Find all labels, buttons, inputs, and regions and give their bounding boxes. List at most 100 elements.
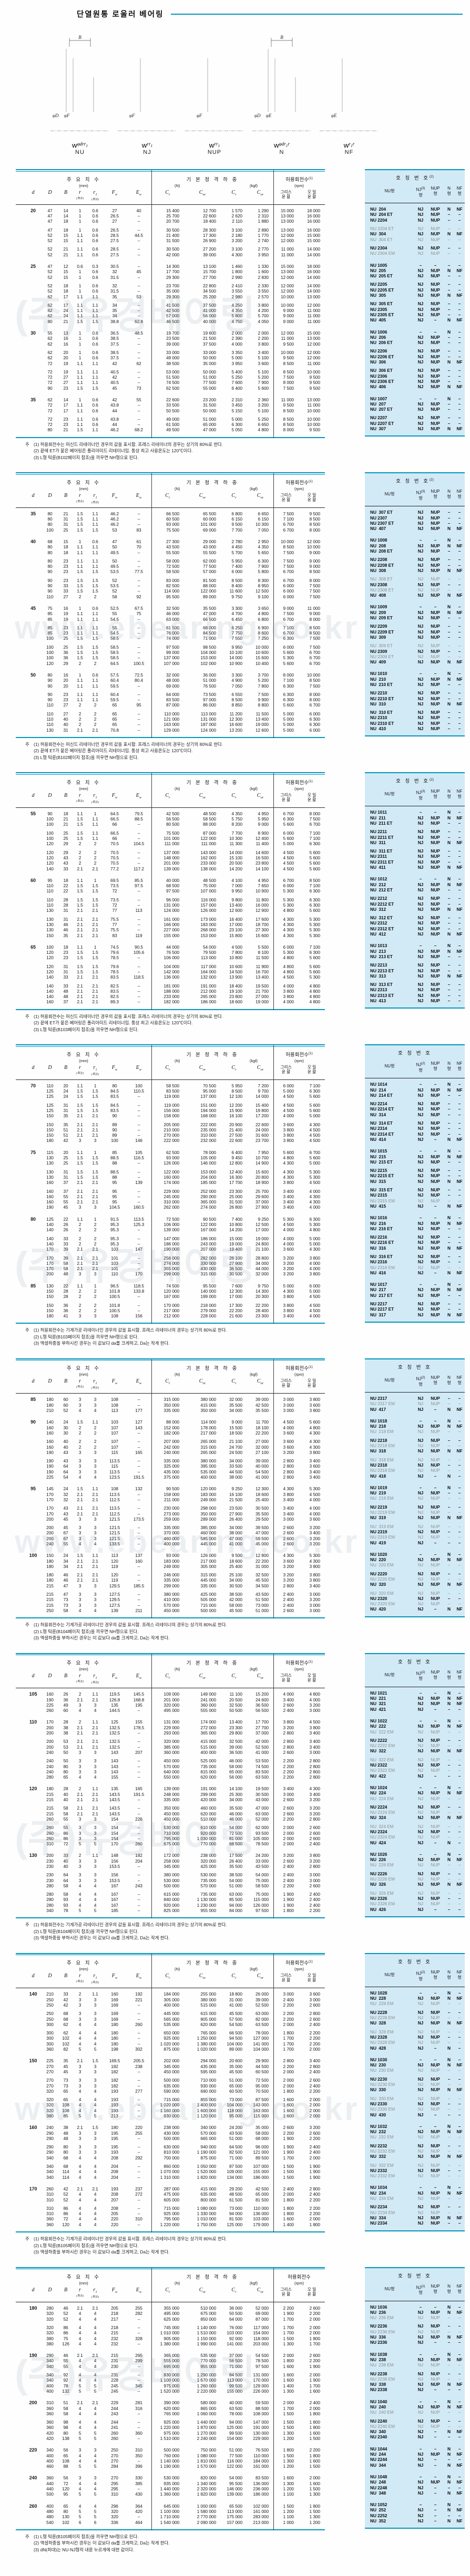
designation-row: NU 1016– – N – [365,1215,465,1220]
bearing-designation: NU 207 ET [370,407,393,412]
table-row: 280 58 4 4 167 243 500 000 570 000 51 000 58 500 2… [46,1883,320,1888]
designation-row: NU 319 NJ NUP N NF [365,1515,465,1520]
table-row: 420 80 5 5 260 360 975 000 1 270 000 99 500 130 0… [46,2430,320,2436]
bearing-designation: NU 221 [370,1696,386,1701]
footnotes: 주 (1) 허용회전수는 기계가공 리테이너인 경우의 값을 표시함. 프레스 리… [25,1922,227,1941]
table-row: 200 38 2.1 2.1 132.5 178.5 229 000 272 000 23 30… [46,1725,320,1730]
bearing-designation: NU 2324 EM [370,1834,395,1840]
designation-row: NU 212 ET NJ NUP – – [365,887,465,892]
designation-row: NU 1009– – N – [365,604,465,609]
table-header-groups: 주 요 치 수 (mm) 기 본 정 격 하 중 (N) (kgf) 허용회전수(1) (r… [67,1960,313,1972]
designation-row: NU 344 NJ – N NF [365,2463,465,2468]
designation-row: NU 428 NJ – N – [365,2045,465,2051]
bore-group-d75: 75 115 20 1.1 1 85 105 62 500 78 000 6 400 7 950 5 … [16,1150,325,1210]
designation-row: NU 422 NJ – – – [365,1773,465,1779]
bearing-designation: NU 334 [370,2215,386,2220]
bearing-designation: NU 411 [370,865,386,870]
bearing-designation: NU 240 [370,2404,386,2409]
table-row: 130 31 2.1 2.1 75.5–161 000 173 000 16 400 17 6… [46,916,320,922]
bearing-designation: NU 2217 [370,1301,387,1307]
bearing-designation: NU 1017 [370,1282,387,1287]
table-row: 47 18 1 0.6 26.5–30 500 28 300 3 100 2 890 13 00… [47,227,320,233]
bearing-designation: NU 318 [370,1448,386,1454]
table-row: 72 23 1.1 0.6 43.8–49 000 51 000 5 000 5 250 8 5… [47,416,320,422]
table-row: 360 98 4 4 241–1 220 000 1 870 000 125 000 191 … [46,2425,320,2430]
designation-row: NU 2234 EM NJ NUP – – [365,2210,465,2215]
designation-table: 호 칭 번 호(2) NU형 NJ(3) 형 NUP 형 N 형 NF 형 NU 204 NJ NUP N… [365,169,465,437]
table-row: 65 100 18 1.1 1 74.5 90.5 44 000 54 000 4 500 5 50… [30,944,320,950]
bearing-designation: NU 2205 ET [370,287,394,293]
designation-row: NU 2252 NJ – – – [365,2513,465,2518]
bearing-designation: NU 212 [370,881,386,887]
designation-row: NU 217 NJ NUP N NF [365,1287,465,1292]
designation-row: NU 305 NJ NUP N NF [365,293,465,298]
table-row: 200 48 3 3 110 170 299 000 315 000 30 500 32 000 3… [46,1271,320,1277]
bearing-designation: NU 2328 [370,2034,387,2040]
bearing-designation: NU 319 EM [370,1523,394,1529]
designation-row: NU 206 ET NJ NUP – – [365,340,465,345]
designation-row: NU 324 EM NJ NUP – – [365,1824,465,1829]
bearing-designation: NU 2204 [370,217,387,223]
table-row: 75 115 20 1.1 1 85 105 62 500 78 000 6 400 7 950 5 … [30,1149,320,1155]
designation-row: NU 2207 NJ NUP – – [365,415,465,420]
bearing-section-drawing: BφD φE [252,35,311,131]
table-row: 90 140 24 1.5 1.1 103 127 88 000 114 000 9 000 11 … [30,1419,320,1425]
table-row: 120 43 2 2 70.5–201 000 233 000 20 500 23 800 4 … [46,860,320,866]
table-row: 62 20 1 0.6 38.5–33 000 33 000 3 350 3 400 10 00… [47,349,320,355]
designation-row: NU 1014– – N – [365,1082,465,1087]
bore-group-names-d90: NU 1018– – N – NU 218 NJ NUP N NF NU 218 EM NJ NUP –… [365,1418,465,1479]
table-row: 120 180 28 2 1.1 135 165 139 000 191 000 14 100 19… [29,1786,320,1792]
table-row: 80 18 1.1 1.1 49.5–55 500 55 500 5 700 5 650 7 5… [47,549,320,555]
bearing-designation: NU 2206 ET [370,354,394,359]
table-row: 310 52 4 4 207–605 000 800 000 61 500 81 500 1 8… [46,2197,320,2203]
table-row: 72 19 1.1 1.1 40.5–53 000 50 000 5 400 5 100 8 5… [47,369,320,375]
designation-header: 호 칭 번 호(2) [396,175,434,182]
bearing-designation: NU 2216 ET [370,1240,394,1245]
bearing-designation: NU 2212 [370,896,387,901]
table-row: 160 240 38 2.1 1.5 180 220 238 000 340 000 24 200… [29,2125,320,2131]
bore-group-names-d130: NU 1026– – N – NU 226 NJ NUP N NF NU 226 EM NJ NUP –… [365,1852,465,1912]
designation-row: NU 1024– – N – [365,1785,465,1790]
bearing-designation: NU 252 [370,2507,386,2513]
designation-header: 호 칭 번 호 [398,2273,432,2279]
designation-row: NU 314 ET NJ NUP – – [365,1120,465,1126]
bearing-designation: NU 2316 EM [370,1264,395,1270]
designation-column-labels: NU형 NJ(1) 형 NUP 형 N 형 NF 형 [384,2283,463,2295]
designation-row: NU 2230 NJ NUP – – [365,2076,465,2082]
table-row: 190 64 3 3 115–325 000 395 000 33 500 40 000 2 8… [46,1463,320,1469]
designation-row: NU 2244 NJ – – – [365,2457,465,2462]
bore-group-d105: 105 160 26 2 1.1 119.5 145.5 109 000 149 000 11 1… [16,1691,325,1713]
designation-row: NU 230 EM NJ NUP – – [365,2068,465,2073]
bearing-designation: NU 1019 [370,1484,387,1490]
bore-group-d110: 110 170 28 2 1.1 125 155 131 000 174 000 13 400 17… [16,1719,325,1780]
bearing-designation: NU 1048 [370,2474,387,2479]
bore-group-d85: 85 180 60 3 3 108–315 000 380 000 32 000 39 000 3… [16,1397,325,1413]
designation-row: NU 309 NJ NUP – – [365,635,465,640]
table-row: 150 35 2.1 2.1 90–158 000 168 000 16 100 17 200… [46,1113,320,1119]
designation-row: NU 221 NJ NUP N NF [365,1696,465,1701]
designation-row: NU 311 NJ NUP N NF [365,840,465,845]
bearing-designation: NU 308 [370,567,386,573]
table-row: 200 53 2.1 2.1 132.5–385 000 515 000 39 000 52 … [46,1744,320,1750]
table-row: 380 85 5 5 213–930 000 1 120 000 95 000 115 000… [46,2113,320,2118]
table-row: 320 108 4 4 193–1 160 000 1 600 000 118 000 163… [46,2107,320,2113]
bearing-designation: NU 1032 [370,2123,387,2129]
table-row: 62 24 1.1 1.1 35–42 500 41 000 4 350 4 200 9 000… [47,308,320,314]
bearing-tables: 주 요 치 수 (mm) 기 본 정 격 하 중 (N) (kgf) 허용회전수(1) (r… [0,169,470,2553]
table-row: 270 45 3 3 182 238 345 000 435 000 35 000 44 500 2… [46,2063,320,2069]
bearing-designation: NU 238 EM [370,2362,394,2368]
bearing-designation: NU 1044 [370,2446,387,2452]
table-row: 120 31 1.5 1.5 78.5–142 000 164 000 14 500 16 7… [46,969,320,974]
table-row: 45 75 16 1 0.6 52.5 67.5 32 500 35 500 3 300 3 650… [30,605,320,611]
bearing-designation: NU 316 ET [370,1254,393,1259]
designation-row: NU 2220 EM NJ NUP – – [365,1576,465,1582]
table-row: 160 37 2.1 2.1 89.3–182 000 186 000 18 600 19 0… [46,999,320,1005]
designation-row: NU 2307 NJ NUP – – [365,515,465,521]
table-row: 130 31 2.1 2.1 77 113 124 000 126 000 12 600 12 9… [46,908,320,913]
designation-header: 호 칭 번 호 [398,1051,432,1057]
